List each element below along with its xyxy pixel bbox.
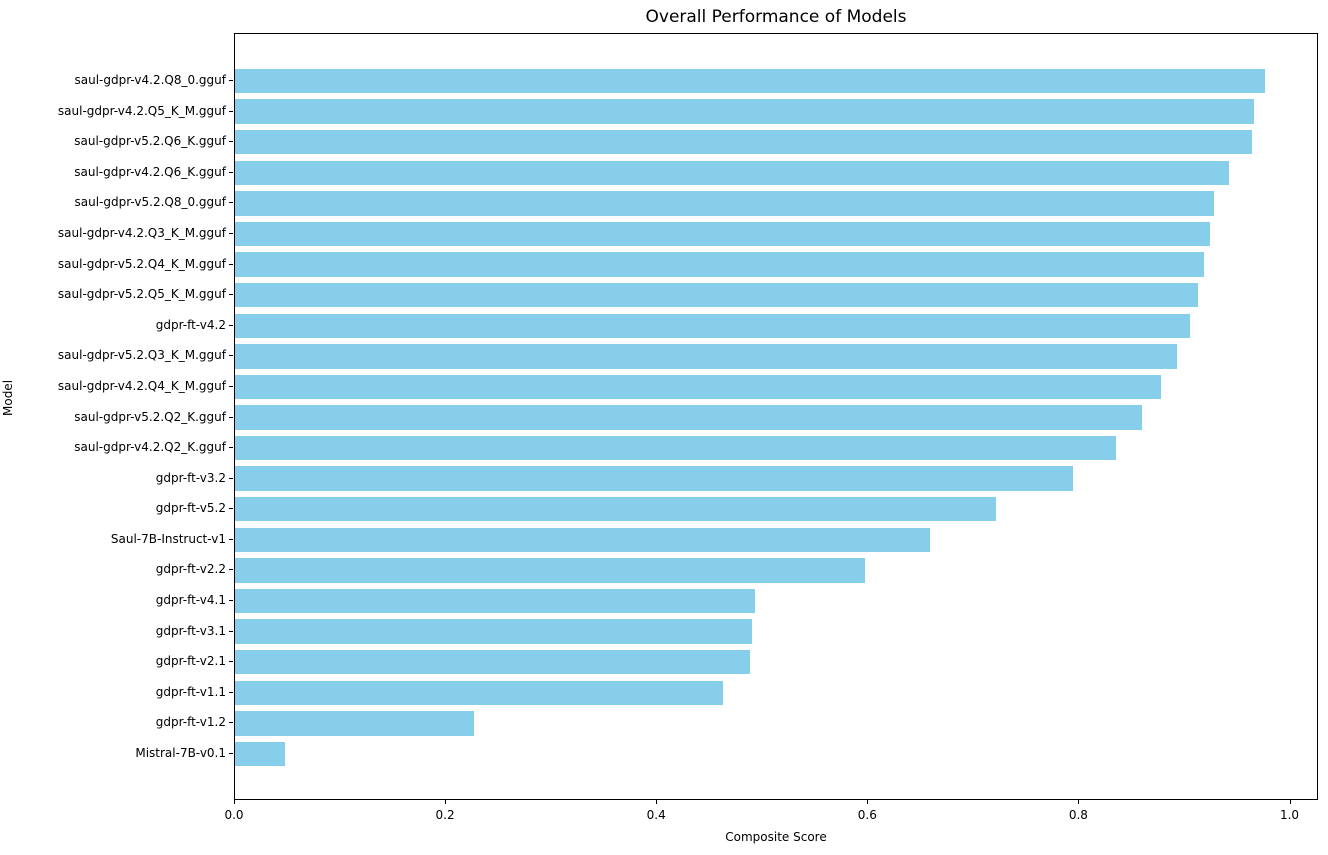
x-axis-label: Composite Score [725,830,827,844]
y-tick-mark [229,477,233,479]
y-tick-mark [229,661,233,663]
y-tick-label: gdpr-ft-v3.1 [155,623,226,638]
y-tick-mark [229,599,233,601]
y-tick-label: saul-gdpr-v5.2.Q2_K.gguf [74,409,226,424]
y-tick-label: gdpr-ft-v2.1 [155,654,226,669]
y-tick-label: saul-gdpr-v4.2.Q4_K_M.gguf [57,378,226,393]
plot-area [234,33,1318,800]
bar [235,588,756,614]
y-tick-mark [229,355,233,357]
y-tick-mark [229,385,233,387]
bar [235,680,723,705]
x-tick-label: 0.6 [857,808,877,822]
x-tick-mark [867,800,869,804]
y-tick-label: gdpr-ft-v4.2 [155,317,226,332]
bar [235,741,285,767]
y-tick-mark [229,508,233,510]
y-axis-label: Model [1,379,15,416]
x-tick-label: 0.8 [1068,808,1088,822]
y-tick-mark [229,691,233,693]
x-tick-label: 0.0 [224,808,244,822]
y-tick-label: gdpr-ft-v5.2 [155,501,226,516]
chart-title: Overall Performance of Models [645,7,907,27]
bar [235,466,1073,491]
y-tick-mark [229,324,233,326]
y-tick-mark [229,233,233,234]
y-tick-label: saul-gdpr-v4.2.Q3_K_M.gguf [57,226,226,240]
y-tick-mark [229,202,233,204]
x-tick-mark [1289,800,1291,804]
y-tick-mark [229,263,233,265]
y-tick-mark [229,110,233,112]
y-tick-mark [229,171,233,173]
x-tick-mark [445,800,447,804]
y-tick-mark [229,294,233,296]
y-tick-label: saul-gdpr-v5.2.Q6_K.gguf [74,134,226,149]
y-tick-mark [229,447,233,449]
bar [235,649,751,675]
x-tick-mark [234,800,235,804]
bar [235,374,1162,400]
y-tick-mark [229,141,233,143]
bar [235,711,475,736]
bar [235,68,1266,94]
bar [235,282,1198,308]
y-tick-mark [229,752,233,754]
y-tick-mark [229,416,233,418]
bar [235,619,753,644]
x-tick-mark [656,800,658,804]
y-tick-label: gdpr-ft-v1.1 [155,684,226,699]
y-tick-label: Saul-7B-Instruct-v1 [110,531,226,546]
x-tick-label: 1.0 [1279,808,1300,822]
bar [235,160,1229,186]
bar [235,313,1190,338]
bar [235,497,996,522]
y-tick-mark [229,569,233,571]
y-tick-label: Mistral-7B-v0.1 [135,745,226,760]
y-tick-label: saul-gdpr-v5.2.Q4_K_M.gguf [57,256,226,271]
bar [235,191,1214,216]
bar [235,252,1205,277]
bar [235,99,1254,124]
bar [235,435,1116,461]
y-tick-label: saul-gdpr-v4.2.Q5_K_M.gguf [57,103,226,118]
y-tick-label: gdpr-ft-v4.1 [155,592,226,607]
y-tick-label: gdpr-ft-v2.2 [155,562,226,577]
y-tick-label: gdpr-ft-v3.2 [155,470,226,485]
y-tick-label: gdpr-ft-v1.2 [155,715,226,730]
y-tick-mark [229,538,233,540]
y-tick-mark [229,722,233,724]
y-tick-label: saul-gdpr-v4.2.Q6_K.gguf [74,164,226,179]
bar [235,405,1143,430]
y-tick-mark [229,630,233,632]
bar [235,527,931,553]
bar [235,558,866,583]
y-tick-label: saul-gdpr-v5.2.Q8_0.gguf [74,195,227,210]
x-tick-label: 0.2 [435,808,455,822]
bar [235,130,1252,155]
y-tick-label: saul-gdpr-v5.2.Q5_K_M.gguf [57,287,226,302]
y-tick-label: saul-gdpr-v4.2.Q2_K.gguf [74,440,226,455]
y-tick-label: saul-gdpr-v4.2.Q8_0.gguf [74,73,227,88]
bar [235,221,1210,247]
x-tick-mark [1078,800,1080,804]
y-tick-label: saul-gdpr-v5.2.Q3_K_M.gguf [57,348,226,363]
x-tick-label: 0.4 [646,808,666,822]
bar [235,344,1177,369]
y-tick-mark [229,80,233,82]
